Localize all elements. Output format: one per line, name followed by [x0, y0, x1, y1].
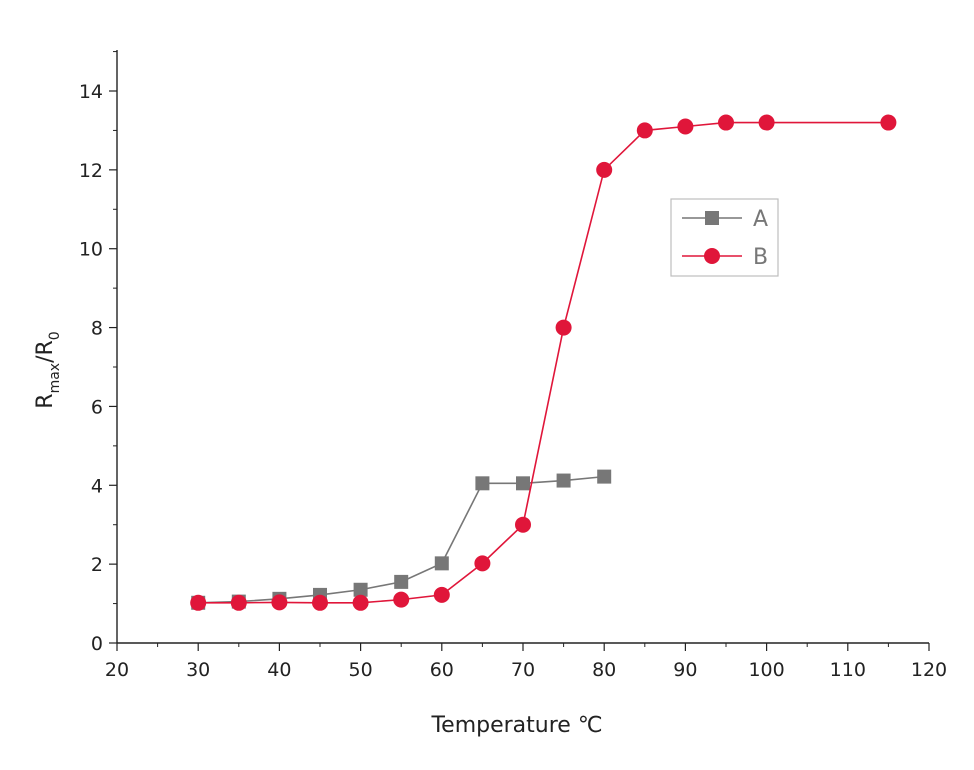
x-tick-label-50: 50 [349, 659, 373, 681]
axes [109, 50, 930, 651]
x-tick-label-80: 80 [592, 659, 616, 681]
point-A-80 [597, 469, 612, 484]
legend-label-b: B [753, 245, 768, 270]
point-B-65 [474, 555, 491, 572]
tick-labels: 20 30 40 50 60 70 80 90 100 110 120 0 2 4 6 8 10 12 14 [79, 81, 947, 681]
x-axis-title: Temperature ℃ [430, 713, 602, 738]
y-tick-label-0: 0 [91, 633, 103, 655]
point-B-85 [636, 122, 653, 139]
y-tick-label-6: 6 [91, 396, 103, 418]
legend-marker-a [705, 211, 719, 225]
y-axis-title-sub-max: max [47, 363, 63, 394]
point-B-90 [677, 118, 694, 135]
x-tick-label-60: 60 [430, 659, 454, 681]
point-B-70 [515, 516, 531, 533]
series-B [190, 114, 897, 611]
y-tick-label-14: 14 [79, 81, 103, 103]
x-tick-label-120: 120 [911, 659, 947, 681]
point-B-40 [271, 594, 288, 611]
point-B-55 [393, 591, 410, 608]
series-line-B [198, 121, 889, 604]
x-tick-label-40: 40 [267, 659, 291, 681]
x-tick-label-70: 70 [511, 659, 535, 681]
y-axis-title: Rmax/R0 [33, 331, 63, 408]
legend-label-a: A [753, 207, 768, 232]
y-tick-label-12: 12 [79, 160, 103, 182]
point-A-70 [516, 476, 530, 491]
x-tick-label-100: 100 [748, 659, 784, 681]
point-A-55 [394, 574, 409, 589]
x-tick-label-20: 20 [105, 659, 129, 681]
point-B-75 [555, 319, 572, 336]
point-A-50 [353, 582, 368, 597]
point-A-75 [556, 473, 571, 488]
y-tick-label-4: 4 [91, 475, 103, 497]
point-A-60 [434, 556, 449, 571]
x-tick-label-30: 30 [186, 659, 210, 681]
y-axis-title-sub-0: 0 [47, 331, 63, 340]
legend-box [670, 198, 779, 277]
legend-marker-b [704, 248, 720, 264]
y-axis-title-main: R [33, 393, 58, 408]
legend: A B [670, 198, 779, 277]
point-B-115 [880, 114, 897, 131]
point-B-30 [190, 594, 207, 611]
point-B-50 [352, 594, 369, 611]
y-tick-label-10: 10 [79, 239, 103, 261]
point-B-80 [596, 161, 613, 178]
x-tick-label-110: 110 [830, 659, 866, 681]
series-A [191, 469, 612, 610]
point-B-100 [758, 114, 775, 131]
series-layer [190, 114, 897, 611]
x-tick-label-90: 90 [673, 659, 697, 681]
point-B-95 [718, 114, 734, 131]
y-tick-label-2: 2 [91, 554, 103, 576]
y-axis-title-mid: /R [33, 340, 58, 363]
y-tick-label-8: 8 [91, 318, 103, 340]
point-B-35 [230, 594, 247, 611]
point-A-65 [475, 476, 490, 491]
point-B-60 [433, 586, 450, 603]
point-B-45 [312, 594, 328, 611]
